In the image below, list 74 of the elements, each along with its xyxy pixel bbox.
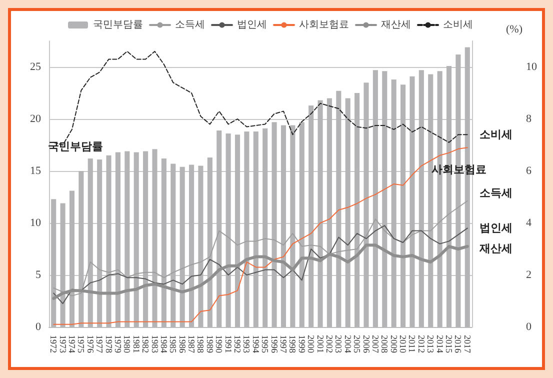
x-tick-label: 1975 <box>76 335 86 354</box>
text: 법인세 <box>479 222 512 235</box>
x-tick-label: 1997 <box>278 335 288 354</box>
y-tick-label: 5 <box>36 269 42 281</box>
x-tick-label: 2004 <box>342 335 353 354</box>
x-tick-label: 1988 <box>196 335 206 354</box>
x-tick-label: 1995 <box>260 335 270 354</box>
x-tick-label: 2000 <box>306 335 316 354</box>
x-tick-label: 1986 <box>177 335 188 354</box>
x-tick-label: 2005 <box>352 335 362 354</box>
y2-tick-label: 8 <box>526 113 532 125</box>
y-tick-label: 10 <box>30 217 42 229</box>
x-tick-label: 2008 <box>380 335 390 354</box>
x-tick-label: 1974 <box>66 335 77 354</box>
y-tick-label: 20 <box>30 113 42 125</box>
x-tick-label: 1987 <box>186 335 197 354</box>
x-tick-label: 1992 <box>232 335 243 353</box>
y2-tick-label: 4 <box>526 217 532 229</box>
y-tick-label: 15 <box>30 165 42 177</box>
x-tick-label: 1993 <box>242 335 252 354</box>
x-tick-label: 1984 <box>158 335 169 354</box>
x-tick-label: 1978 <box>104 335 114 354</box>
x-tick-label: 2011 <box>407 335 418 353</box>
y2-tick-label: 6 <box>526 165 532 177</box>
x-tick-label: 1999 <box>296 335 307 354</box>
line-series <box>52 244 469 300</box>
x-tick-label: 2001 <box>315 335 326 353</box>
line-series <box>53 200 468 296</box>
text: 재산세 <box>479 242 512 255</box>
x-tick-label: 1982 <box>140 335 151 353</box>
x-tick-label: 1973 <box>58 335 68 354</box>
x-tick-label: 2002 <box>324 335 334 353</box>
text: 사회보험료 <box>431 163 486 176</box>
line-series <box>53 225 468 304</box>
x-tick-label: 2012 <box>416 335 426 353</box>
x-tick-label: 1989 <box>204 335 215 354</box>
legend-label: 소비세 <box>443 20 473 30</box>
y2-tick-label: 0 <box>526 321 532 333</box>
legend-label: 재산세 <box>381 20 411 30</box>
y-tick-label: 25 <box>30 61 42 73</box>
x-tick-label: 2007 <box>370 335 380 354</box>
x-tick-label: 2014 <box>434 335 445 354</box>
y2-axis-title: (%) <box>506 24 523 36</box>
y2-tick-label: 10 <box>526 61 538 73</box>
x-tick-label: 1979 <box>112 335 123 354</box>
x-tick-label: 1991 <box>223 335 234 353</box>
x-tick-label: 1983 <box>150 335 160 354</box>
x-tick-label: 2017 <box>462 335 472 354</box>
x-tick-label: 2016 <box>453 335 464 354</box>
x-tick-label: 1976 <box>85 335 96 354</box>
x-tick-label: 2006 <box>361 335 372 354</box>
legend-label: 소득세 <box>175 20 205 30</box>
x-tick-label: 2015 <box>444 335 454 354</box>
x-tick-label: 1996 <box>269 335 280 354</box>
x-tick-label: 1977 <box>94 335 105 354</box>
legend-label: 사회보험료 <box>299 20 349 30</box>
x-tick-label: 1994 <box>250 335 261 354</box>
text: 소비세 <box>479 128 512 142</box>
y-tick-label: 0 <box>36 321 42 333</box>
x-tick-label: 2013 <box>426 335 436 354</box>
x-tick-label: 1981 <box>131 335 142 353</box>
text: 국민부담률 <box>48 140 104 154</box>
legend-label: 법인세 <box>237 20 267 30</box>
x-tick-label: 1980 <box>122 335 132 354</box>
x-tick-label: 1990 <box>214 335 224 354</box>
y2-tick-label: 2 <box>526 269 532 281</box>
text: 소득세 <box>479 186 512 200</box>
x-tick-label: 1998 <box>288 335 298 354</box>
x-tick-label: 1972 <box>48 335 59 353</box>
legend-label: 국민부담률 <box>93 20 143 30</box>
x-tick-label: 2010 <box>398 335 408 354</box>
x-tick-label: 2003 <box>334 335 344 354</box>
x-tick-label: 1985 <box>168 335 178 354</box>
x-tick-label: 2009 <box>388 335 399 354</box>
